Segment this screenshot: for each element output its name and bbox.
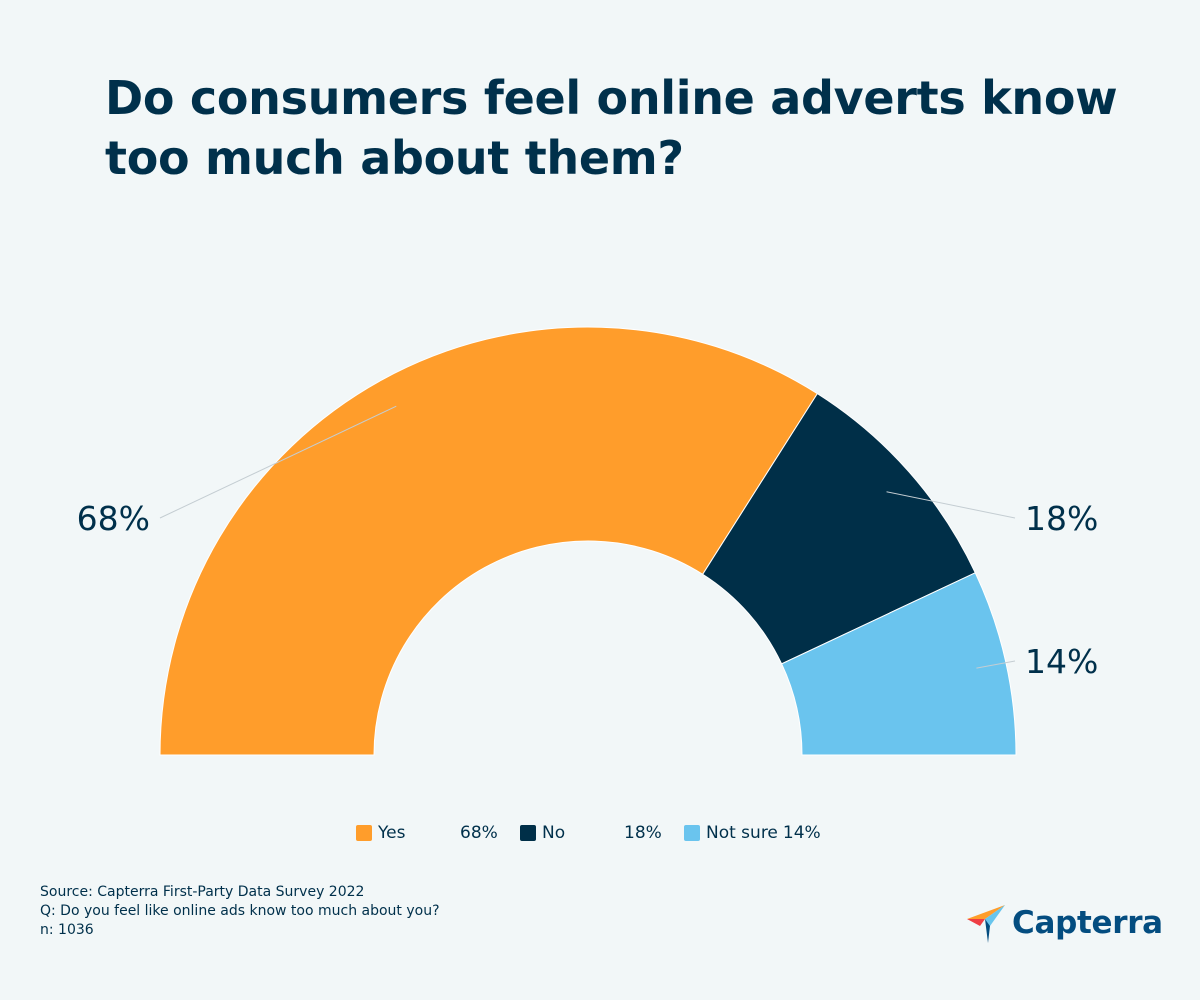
capterra-arrow-icon [967, 905, 1005, 943]
legend-swatch-yes [356, 825, 372, 841]
capterra-logo: Capterra [966, 902, 1163, 944]
question-line: Q: Do you feel like online ads know too … [40, 903, 440, 919]
legend-label-no: No [542, 823, 566, 843]
data-label-yes: 68% [77, 499, 150, 538]
legend-label-not-sure: Not sure [706, 823, 778, 843]
leader-line-not-sure [976, 660, 1016, 669]
legend-item-yes: Yes 68% [356, 823, 520, 843]
slice-not-sure [780, 572, 1017, 756]
chart-title: Do consumers feel online adverts know to… [105, 71, 1118, 185]
data-label-not-sure: 14% [1025, 642, 1098, 681]
capterra-logo-text: Capterra [1012, 905, 1163, 941]
slice-yes [159, 326, 819, 756]
legend-item-not-sure: Not sure 14% [684, 823, 821, 843]
legend-swatch-no [520, 825, 536, 841]
legend-label-yes: Yes [378, 823, 406, 843]
legend-value-no: 18% [624, 823, 662, 843]
source-note: Source: Capterra First-Party Data Survey… [40, 883, 440, 940]
source-line: Source: Capterra First-Party Data Survey… [40, 884, 365, 900]
slice-no [701, 392, 976, 665]
leader-line-yes [159, 405, 397, 519]
legend-swatch-not-sure [684, 825, 700, 841]
legend-value-yes: 68% [460, 823, 498, 843]
data-label-no: 18% [1025, 499, 1098, 538]
legend-item-no: No 18% [520, 823, 684, 843]
sample-size-line: n: 1036 [40, 922, 94, 938]
legend-value-not-sure: 14% [782, 823, 821, 843]
chart-legend: Yes 68% No 18% Not sure 14% [356, 822, 821, 844]
leader-line-no [886, 491, 1016, 519]
